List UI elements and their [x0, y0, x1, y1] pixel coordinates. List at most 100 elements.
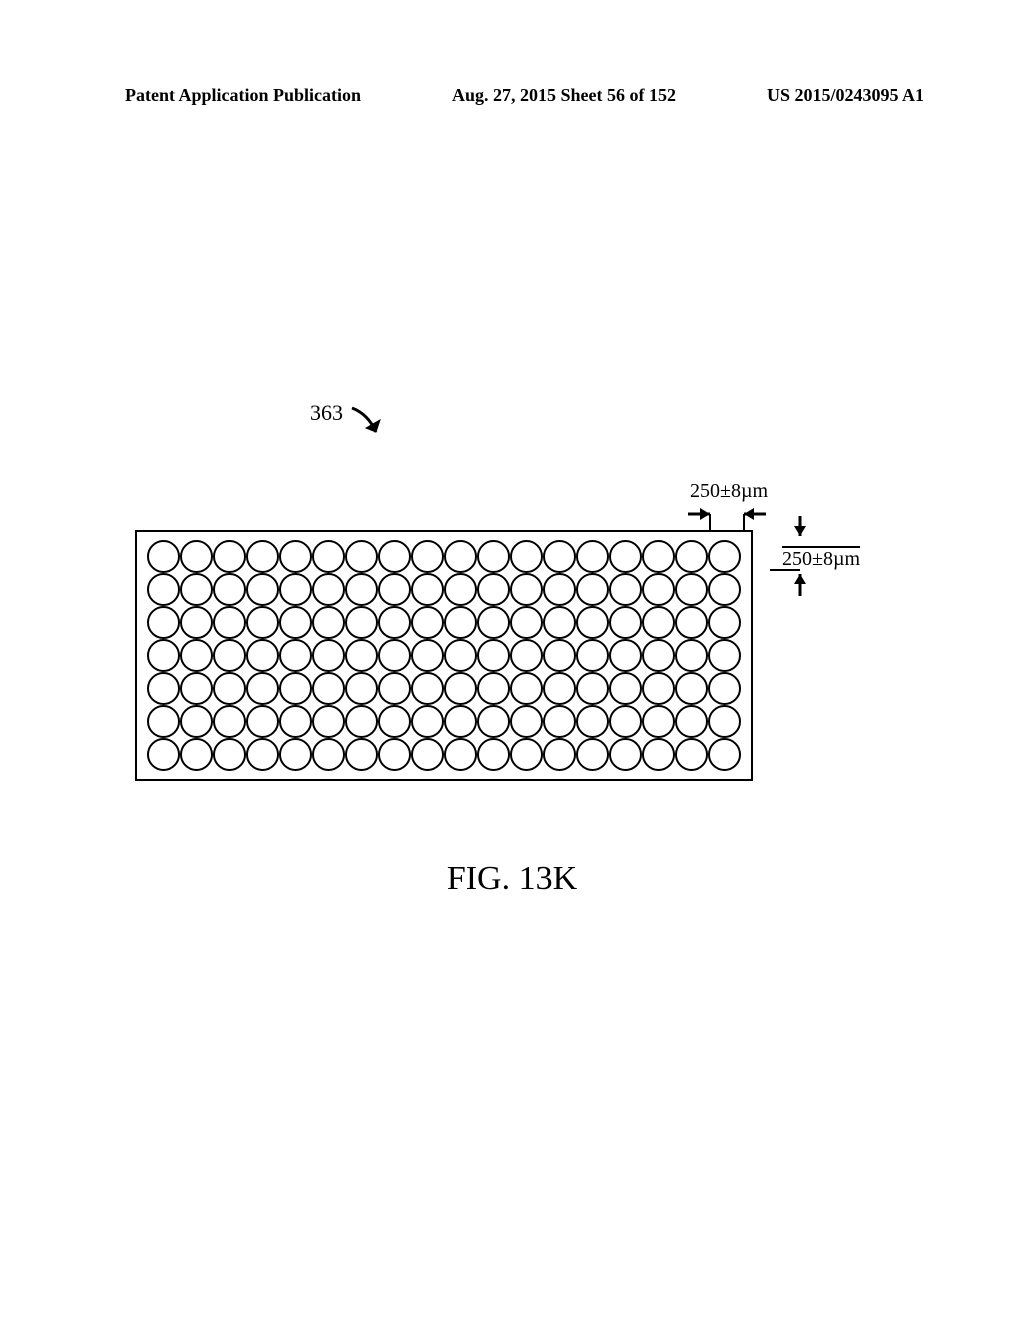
grid-circle: [279, 573, 312, 606]
grid-circle: [510, 573, 543, 606]
grid-circle: [444, 705, 477, 738]
grid-circle: [543, 573, 576, 606]
grid-circle: [147, 672, 180, 705]
grid-row: [147, 672, 741, 705]
grid-circle: [576, 573, 609, 606]
grid-circle: [675, 540, 708, 573]
grid-circle: [609, 639, 642, 672]
grid-circle: [444, 573, 477, 606]
vertical-dimension-label: 250±8µm: [782, 548, 860, 571]
grid-circle: [510, 738, 543, 771]
grid-circle: [642, 540, 675, 573]
grid-circle: [180, 705, 213, 738]
grid-circle: [642, 639, 675, 672]
grid-circle: [543, 738, 576, 771]
grid-circle: [477, 573, 510, 606]
grid-circle: [543, 639, 576, 672]
grid-circle: [279, 606, 312, 639]
grid-circle: [312, 573, 345, 606]
grid-circle: [510, 672, 543, 705]
grid-circle: [609, 540, 642, 573]
grid-circle: [246, 738, 279, 771]
grid-circle: [378, 639, 411, 672]
page-header: Patent Application Publication Aug. 27, …: [0, 85, 1024, 106]
grid-circle: [411, 705, 444, 738]
grid-circle: [345, 639, 378, 672]
grid-circle: [576, 672, 609, 705]
grid-circle: [411, 606, 444, 639]
grid-row: [147, 639, 741, 672]
grid-circle: [246, 573, 279, 606]
grid-circle: [642, 573, 675, 606]
grid-circle: [543, 672, 576, 705]
grid-circle: [213, 540, 246, 573]
grid-circle: [180, 573, 213, 606]
grid-circle: [675, 606, 708, 639]
grid-circle: [708, 573, 741, 606]
grid-circle: [708, 738, 741, 771]
grid-circle: [147, 540, 180, 573]
grid-circle: [378, 738, 411, 771]
grid-circle: [213, 606, 246, 639]
grid-circle: [609, 606, 642, 639]
reference-arrow-icon: [350, 406, 390, 446]
grid-circle: [642, 606, 675, 639]
grid-circle: [477, 738, 510, 771]
grid-circle: [279, 738, 312, 771]
grid-circle: [312, 540, 345, 573]
grid-circle: [543, 606, 576, 639]
grid-circle: [312, 672, 345, 705]
grid-circle: [642, 705, 675, 738]
grid-circle: [576, 705, 609, 738]
grid-circle: [543, 540, 576, 573]
figure-caption: FIG. 13K: [0, 860, 1024, 898]
grid-circle: [213, 738, 246, 771]
grid-circle: [147, 639, 180, 672]
grid-circle: [180, 639, 213, 672]
grid-circle: [180, 738, 213, 771]
grid-row: [147, 573, 741, 606]
grid-circle: [477, 705, 510, 738]
grid-circle: [477, 606, 510, 639]
grid-circle: [378, 672, 411, 705]
grid-circle: [708, 639, 741, 672]
reference-number: 363: [310, 400, 343, 426]
grid-circle: [345, 705, 378, 738]
grid-row: [147, 738, 741, 771]
grid-circle: [213, 573, 246, 606]
horizontal-dimension-label: 250±8µm: [690, 480, 768, 503]
grid-circle: [246, 639, 279, 672]
grid-circle: [510, 705, 543, 738]
grid-circle: [510, 639, 543, 672]
grid-circle: [510, 540, 543, 573]
grid-circle: [609, 573, 642, 606]
grid-circle: [708, 705, 741, 738]
grid-circle: [279, 672, 312, 705]
grid-circle: [312, 639, 345, 672]
grid-circle: [147, 606, 180, 639]
grid-circle: [411, 540, 444, 573]
grid-circle: [378, 606, 411, 639]
grid-circle: [411, 738, 444, 771]
grid-circle: [510, 606, 543, 639]
grid-circle: [609, 672, 642, 705]
grid-circle: [279, 639, 312, 672]
grid-circle: [444, 606, 477, 639]
grid-circle: [576, 540, 609, 573]
grid-circle: [345, 738, 378, 771]
grid-circle: [642, 672, 675, 705]
grid-circle: [279, 540, 312, 573]
grid-circle: [345, 672, 378, 705]
grid-circle: [444, 738, 477, 771]
grid-circle: [675, 738, 708, 771]
grid-circle: [576, 606, 609, 639]
grid-row: [147, 540, 741, 573]
grid-circle: [609, 705, 642, 738]
grid-circle: [345, 573, 378, 606]
grid-circle: [345, 540, 378, 573]
header-right: US 2015/0243095 A1: [767, 85, 924, 106]
grid-circle: [213, 672, 246, 705]
grid-circle: [213, 639, 246, 672]
grid-circle: [576, 639, 609, 672]
grid-circle: [675, 573, 708, 606]
